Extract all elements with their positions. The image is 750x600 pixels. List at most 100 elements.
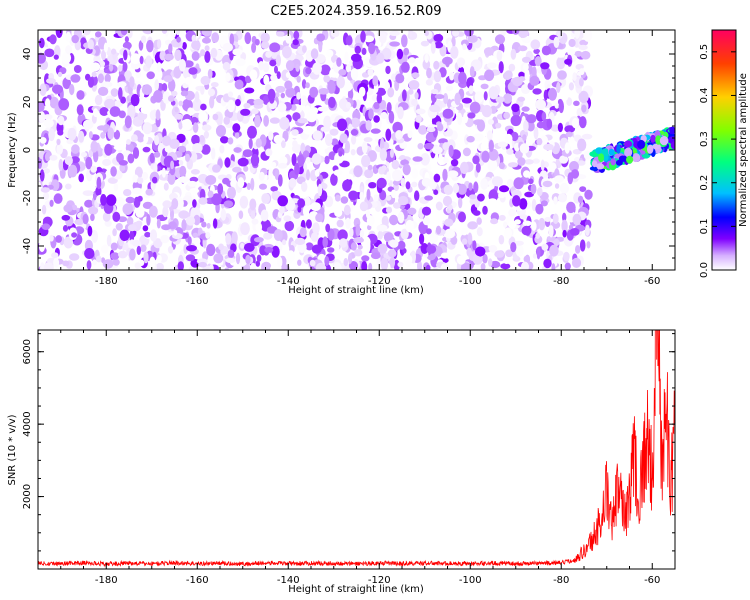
heatmap-cell xyxy=(61,214,71,221)
heatmap-cell xyxy=(190,169,200,175)
heatmap-cell xyxy=(393,202,401,209)
heatmap-cell xyxy=(568,38,576,48)
heatmap-cell xyxy=(109,106,121,117)
chart-title: C2E5.2024.359.16.52.R09 xyxy=(270,4,441,19)
heatmap-cell xyxy=(250,210,256,220)
heatmap-cell xyxy=(247,125,257,139)
heatmap-cell xyxy=(192,232,199,238)
heatmap-cell xyxy=(376,177,387,189)
heatmap-cell xyxy=(458,197,463,209)
heatmap-cell xyxy=(305,82,310,89)
heatmap-cell xyxy=(104,98,116,109)
heatmap-cell xyxy=(310,232,319,243)
heatmap-cell xyxy=(229,50,234,61)
heatmap-cell xyxy=(53,54,59,60)
heatmap-cell xyxy=(480,83,489,90)
heatmap-cell xyxy=(400,177,406,188)
heatmap-cell xyxy=(367,164,373,171)
heatmap-cell xyxy=(305,219,312,229)
heatmap-cell xyxy=(93,108,99,118)
heatmap-cell xyxy=(511,103,520,113)
heatmap-cell xyxy=(433,189,439,195)
heatmap-cell xyxy=(424,30,430,37)
heatmap-cell xyxy=(448,204,453,211)
heatmap-cell xyxy=(461,227,468,236)
heatmap-cell xyxy=(396,48,404,60)
heatmap-cell xyxy=(55,235,62,243)
heatmap-cell xyxy=(88,206,99,215)
heatmap-cell xyxy=(85,156,93,170)
heatmap-cell xyxy=(277,102,287,113)
heatmap-cell xyxy=(345,140,350,153)
heatmap-cell xyxy=(269,42,281,53)
heatmap-cell xyxy=(393,259,400,270)
heatmap-cell xyxy=(49,199,54,207)
heatmap-cell xyxy=(104,143,113,156)
heatmap-cell xyxy=(191,34,197,43)
heatmap-cell xyxy=(535,232,541,239)
heatmap-cell xyxy=(153,151,161,158)
heatmap-cell xyxy=(152,176,158,184)
heatmap-cell xyxy=(403,47,410,56)
heatmap-cell xyxy=(243,102,251,109)
heatmap-cell xyxy=(225,257,236,264)
heatmap-cell xyxy=(472,210,481,216)
heatmap-cell xyxy=(110,242,118,251)
heatmap-cell xyxy=(381,215,389,227)
heatmap-cell xyxy=(354,45,361,55)
heatmap-cell xyxy=(155,109,161,121)
heatmap-cell xyxy=(243,242,255,252)
heatmap-cell xyxy=(112,258,120,266)
heatmap-cell xyxy=(337,118,348,132)
heatmap-cell xyxy=(135,71,142,78)
heatmap-cell xyxy=(142,201,153,209)
heatmap-cell xyxy=(193,237,201,245)
heatmap-cell xyxy=(495,96,505,103)
heatmap-cell xyxy=(354,249,363,257)
heatmap-cell xyxy=(145,55,153,69)
heatmap-cell xyxy=(118,160,128,166)
heatmap-cell xyxy=(366,215,375,227)
heatmap-cell xyxy=(524,69,530,82)
heatmap-cell xyxy=(488,258,493,267)
heatmap-cell xyxy=(284,80,293,90)
heatmap-cell xyxy=(426,245,437,254)
heatmap-cell xyxy=(414,57,422,65)
heatmap-cell xyxy=(549,162,557,173)
heatmap-cell xyxy=(385,195,392,201)
heatmap-cell xyxy=(117,81,127,88)
heatmap-cell xyxy=(498,61,504,74)
heatmap-cell xyxy=(250,262,257,270)
heatmap-cell xyxy=(293,30,300,40)
colorbar-tick-label: 0.2 xyxy=(699,175,710,191)
heatmap-cell xyxy=(526,114,537,124)
heatmap-cell xyxy=(379,32,387,44)
heatmap-cell xyxy=(573,100,580,107)
heatmap-cell xyxy=(168,43,173,54)
heatmap-cell xyxy=(420,74,428,81)
heatmap-cell xyxy=(119,164,126,172)
heatmap-cell xyxy=(531,221,537,231)
heatmap-cell xyxy=(523,63,529,71)
snr-x-ticks: -180 -160 -140 -120 -100 -80 -60 xyxy=(37,330,676,586)
heatmap-cell xyxy=(130,53,141,65)
heatmap-cell xyxy=(149,205,158,218)
heatmap-cell xyxy=(218,243,225,251)
heatmap-cell xyxy=(498,234,505,245)
heatmap-cell xyxy=(235,252,241,265)
heatmap-cell xyxy=(329,128,339,136)
snr-series-line xyxy=(38,330,675,568)
heatmap-cell xyxy=(201,144,211,155)
heatmap-cell xyxy=(118,64,123,72)
heatmap-cell xyxy=(300,95,308,107)
heatmap-cell xyxy=(443,184,454,195)
heatmap-cell xyxy=(102,259,114,269)
heatmap-cell xyxy=(426,67,432,79)
heatmap-cell xyxy=(215,125,227,137)
heatmap-cell xyxy=(269,117,280,124)
heatmap-cell xyxy=(246,182,251,190)
heatmap-cell xyxy=(562,92,569,101)
heatmap-cell xyxy=(581,104,587,113)
heatmap-cell xyxy=(188,67,198,75)
